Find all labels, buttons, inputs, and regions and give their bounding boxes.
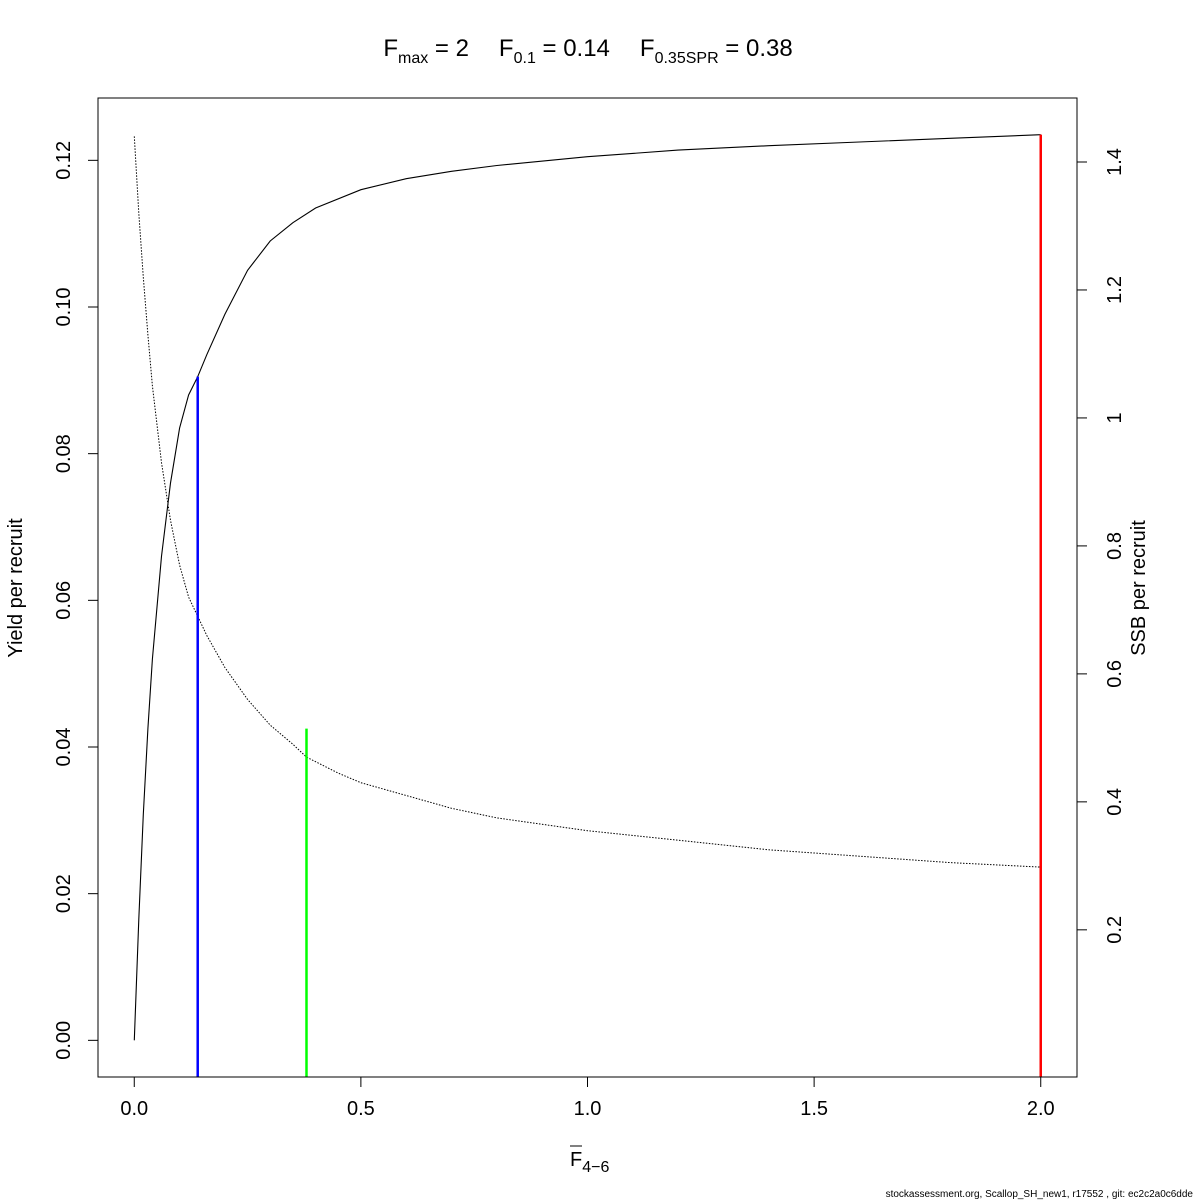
x-tick-label: 0.0 [120,1098,148,1120]
title-value: = 0.14 [536,35,610,62]
x-tick-label: 2.0 [1027,1098,1055,1120]
plot-frame [97,97,1078,1078]
y2-axis-label: SSB per recruit [1128,520,1150,656]
footer-credit: stockassessment.org, Scallop_SH_new1, r1… [886,1189,1194,1200]
y2-tick-label: 0.2 [1104,916,1126,944]
y2-tick-label: 1.2 [1104,276,1126,304]
y-tick-label: 0.10 [53,288,75,327]
x-tick-label: 1.5 [800,1098,828,1120]
title-value: = 2 [428,35,469,62]
title-subscript: 0.1 [514,50,536,67]
x-tick-label: 0.5 [347,1098,375,1120]
x-axis-label-text: F4−6 [570,1149,609,1176]
title-subscript: max [398,50,428,67]
y-axis-label: Yield per recruit [5,518,27,658]
y-tick-label: 0.04 [53,728,75,767]
y-tick-label: 0.02 [53,874,75,913]
y-tick-label: 0.06 [53,581,75,620]
title-symbol: F [499,35,514,62]
y2-tick-label: 1.4 [1104,148,1126,176]
ssb-per-recruit-line [133,136,1041,868]
title-symbol: F [383,35,398,62]
title-value: = 0.38 [719,35,793,62]
y2-tick-label: 0.4 [1104,788,1126,816]
title-text: Fmax = 2 F0.1 = 0.14 F0.35SPR = 0.38 [383,35,792,67]
x-tick-label: 1.0 [574,1098,602,1120]
x-label-subscript: 4−6 [582,1159,609,1176]
y-tick-label: 0.12 [53,141,75,180]
title-symbol: F [640,35,655,62]
y2-tick-label: 1 [1104,412,1126,423]
x-axis-label: F4−6 [570,1145,609,1176]
title-subscript: 0.35SPR [655,50,719,67]
y-tick-label: 0.00 [53,1021,75,1060]
y2-tick-label: 0.8 [1104,532,1126,560]
x-label-symbol: F [570,1149,582,1171]
chart-title: Fmax = 2 F0.1 = 0.14 F0.35SPR = 0.38 [383,35,792,67]
axes: 0.0 0.5 1.0 1.5 2.0 0.00 0.02 0.04 0.06 0.08 0.10 0… [53,97,1126,1120]
plot-area [133,134,1042,1077]
yield-per-recruit-line [133,134,1041,1041]
y-tick-label: 0.08 [53,434,75,473]
y2-tick-label: 0.6 [1104,660,1126,688]
